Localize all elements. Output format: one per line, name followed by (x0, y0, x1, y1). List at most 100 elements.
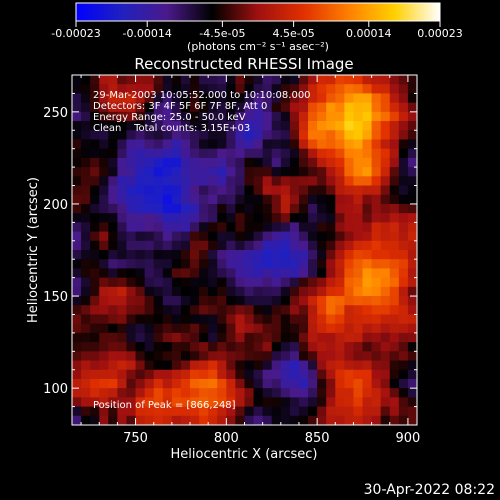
heatmap-cell (380, 231, 391, 242)
heatmap-cell (389, 176, 400, 187)
heatmap-cell (407, 268, 417, 279)
heatmap-cell (208, 185, 218, 196)
heatmap-cell (317, 148, 327, 159)
heatmap-cell (235, 323, 246, 334)
heatmap-cell (298, 240, 309, 251)
heatmap-cell (308, 121, 318, 131)
heatmap-cell (317, 388, 327, 398)
colorbar-tick-label: 0.00023 (417, 27, 463, 40)
heatmap-cell (208, 167, 218, 177)
heatmap-cell (153, 157, 164, 168)
heatmap-cell (171, 342, 182, 352)
heatmap-cell (326, 121, 336, 131)
heatmap-cell (72, 194, 82, 205)
axis-ticks: 750 800 850 900 100 150 200 250 (43, 74, 420, 446)
heatmap-cell (217, 388, 227, 398)
heatmap-cell (72, 277, 82, 288)
heatmap-cell (362, 351, 373, 362)
heatmap-cell (81, 323, 91, 334)
heatmap-cell (298, 203, 309, 214)
heatmap-cell (126, 286, 137, 297)
heatmap-cell (317, 268, 327, 279)
heatmap-cell (407, 203, 417, 214)
heatmap-cell (298, 314, 309, 325)
heatmap-cell (389, 84, 400, 95)
heatmap-cell (262, 213, 273, 223)
heatmap-cell (389, 157, 400, 168)
heatmap-cell (180, 369, 191, 380)
heatmap-cell (81, 194, 91, 205)
heatmap-cell (199, 121, 209, 131)
heatmap-cell (362, 323, 373, 334)
heatmap-cell (407, 231, 417, 242)
heatmap-cell (271, 176, 282, 187)
heatmap-cell (371, 121, 382, 131)
heatmap-cell (353, 305, 364, 316)
heatmap-cell (72, 139, 82, 150)
heatmap-cell (153, 93, 164, 104)
heatmap-cell (253, 388, 264, 398)
heatmap-cell (180, 213, 191, 223)
heatmap-cell (362, 176, 373, 187)
heatmap-cell (217, 378, 227, 389)
heatmap-cell (90, 240, 100, 251)
heatmap-cell (398, 259, 409, 270)
heatmap-cell (235, 259, 246, 270)
heatmap-cell (226, 406, 237, 417)
heatmap-cell (153, 360, 164, 371)
heatmap-cell (199, 388, 209, 398)
heatmap-cell (108, 406, 118, 417)
heatmap-cell (144, 157, 155, 168)
heatmap-cell (190, 231, 200, 242)
heatmap-cell (135, 102, 146, 113)
heatmap-cell (190, 378, 200, 389)
heatmap-cell (162, 102, 173, 113)
heatmap-cell (190, 296, 200, 306)
heatmap-cell (298, 342, 309, 352)
heatmap-cell (126, 75, 137, 85)
heatmap-cell (226, 240, 237, 251)
heatmap-cell (353, 323, 364, 334)
heatmap-cell (407, 93, 417, 104)
heatmap-cell (280, 397, 291, 408)
heatmap-cell (371, 231, 382, 242)
heatmap-cell (398, 397, 409, 408)
heatmap-cell (407, 167, 417, 177)
heatmap-cell (72, 185, 82, 196)
heatmap-cell (326, 323, 336, 334)
heatmap-cell (81, 213, 91, 223)
heatmap-cell (280, 75, 291, 85)
heatmap-cell (389, 121, 400, 131)
heatmap-cell (353, 213, 364, 223)
heatmap-cell (380, 277, 391, 288)
heatmap-cell (389, 369, 400, 380)
heatmap-cell (317, 93, 327, 104)
heatmap-cell (180, 250, 191, 260)
heatmap-cell (171, 369, 182, 380)
heatmap-cell (117, 415, 128, 425)
heatmap-cell (298, 93, 309, 104)
heatmap-cell (153, 259, 164, 270)
heatmap-cell (81, 332, 91, 343)
heatmap-cell (199, 277, 209, 288)
heatmap-cell (271, 369, 282, 380)
heatmap-cell (298, 378, 309, 389)
heatmap-cell (235, 286, 246, 297)
heatmap-cell (90, 111, 100, 122)
heatmap-cell (117, 157, 128, 168)
heatmap-cell (308, 314, 318, 325)
heatmap-cell (235, 157, 246, 168)
heatmap-cell (407, 75, 417, 85)
heatmap-cell (244, 139, 255, 150)
heatmap-cell (344, 240, 355, 251)
heatmap-cell (407, 130, 417, 141)
heatmap-cell (371, 314, 382, 325)
heatmap-cell (298, 406, 309, 417)
heatmap-cell (190, 93, 200, 104)
heatmap-cell (153, 388, 164, 398)
heatmap-cell (407, 213, 417, 223)
heatmap-cell (280, 332, 291, 343)
heatmap-cell (398, 75, 409, 85)
heatmap-cell (308, 222, 318, 233)
heatmap-cell (308, 93, 318, 104)
